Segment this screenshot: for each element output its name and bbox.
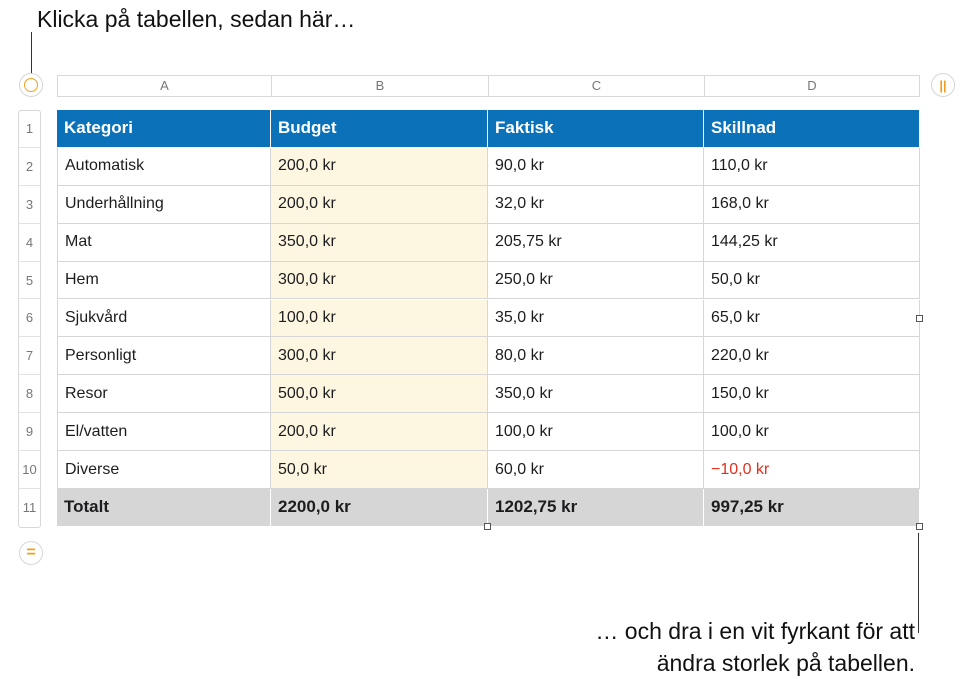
row-number: 7 — [18, 337, 41, 376]
table-cell: Personligt — [57, 337, 271, 376]
leader-line — [918, 533, 919, 633]
add-row-button[interactable]: = — [19, 541, 43, 565]
table-cell: 200,0 kr — [271, 147, 488, 186]
table-cell: 110,0 kr — [704, 147, 920, 186]
header-cell: Skillnad — [704, 110, 920, 148]
table-cell: 150,0 kr — [704, 375, 920, 414]
column-header: A — [57, 75, 271, 97]
table-cell: 50,0 kr — [704, 261, 920, 300]
table-cell: 100,0 kr — [271, 299, 488, 338]
table-cell: 350,0 kr — [271, 223, 488, 262]
table-cell: Sjukvård — [57, 299, 271, 338]
table-cell: 300,0 kr — [271, 261, 488, 300]
resize-handle[interactable] — [916, 315, 923, 322]
table-cell: 500,0 kr — [271, 375, 488, 414]
table-cell: 50,0 kr — [271, 451, 488, 489]
table-cell: 2200,0 kr — [271, 489, 488, 527]
row-number: 8 — [18, 375, 41, 414]
table-cell: Hem — [57, 261, 271, 300]
table-cell: 90,0 kr — [488, 147, 704, 186]
table-cell: Resor — [57, 375, 271, 414]
table-cell: Mat — [57, 223, 271, 262]
table-cell: El/vatten — [57, 413, 271, 452]
column-header: D — [704, 75, 920, 97]
table-cell: 1202,75 kr — [488, 489, 704, 527]
table-cell: 144,25 kr — [704, 223, 920, 262]
table-cell: 100,0 kr — [488, 413, 704, 452]
table-cell: 200,0 kr — [271, 413, 488, 452]
resize-handle[interactable] — [916, 523, 923, 530]
select-table-button[interactable] — [19, 73, 43, 97]
header-cell: Budget — [271, 110, 488, 148]
table-cell: 350,0 kr — [488, 375, 704, 414]
table-cell: Automatisk — [57, 147, 271, 186]
header-cell: Kategori — [57, 110, 271, 148]
table-cell: 60,0 kr — [488, 451, 704, 489]
row-number: 5 — [18, 262, 41, 300]
leader-line — [31, 32, 32, 74]
table-cell: 80,0 kr — [488, 337, 704, 376]
table-cell: Underhållning — [57, 185, 271, 224]
table-cell: 65,0 kr — [704, 299, 920, 338]
table-cell: 300,0 kr — [271, 337, 488, 376]
table-cell: Diverse — [57, 451, 271, 489]
table-cell: 220,0 kr — [704, 337, 920, 376]
table-cell: 32,0 kr — [488, 185, 704, 224]
table-cell: −10,0 kr — [704, 451, 920, 489]
table-cell: 35,0 kr — [488, 299, 704, 338]
callout-line: ändra storlek på tabellen. — [656, 650, 915, 676]
row-number: 3 — [18, 186, 41, 224]
callout-line: … och dra i en vit fyrkant för att — [595, 618, 915, 644]
column-header: C — [488, 75, 704, 97]
table-cell: 100,0 kr — [704, 413, 920, 452]
row-header-bar — [18, 110, 41, 528]
row-number: 11 — [22, 500, 37, 516]
table-cell: 205,75 kr — [488, 223, 704, 262]
resize-handle[interactable] — [484, 523, 491, 530]
table-cell: 997,25 kr — [704, 489, 920, 527]
table-cell: 250,0 kr — [488, 261, 704, 300]
row-number: 10 — [18, 451, 41, 489]
add-column-button[interactable]: || — [931, 73, 955, 97]
table-cell: Totalt — [57, 489, 271, 527]
row-number: 6 — [18, 300, 41, 338]
table-cell: 200,0 kr — [271, 185, 488, 224]
callout-top: Klicka på tabellen, sedan här… — [37, 6, 356, 32]
header-cell: Faktisk — [488, 110, 704, 148]
table-cell: 168,0 kr — [704, 185, 920, 224]
row-number: 2 — [18, 148, 41, 186]
row-number: 1 — [18, 110, 41, 148]
row-number: 9 — [18, 413, 41, 452]
column-header: B — [271, 75, 488, 97]
row-number: 4 — [18, 224, 41, 262]
callout-bottom: … och dra i en vit fyrkant för att ändra… — [595, 615, 915, 679]
